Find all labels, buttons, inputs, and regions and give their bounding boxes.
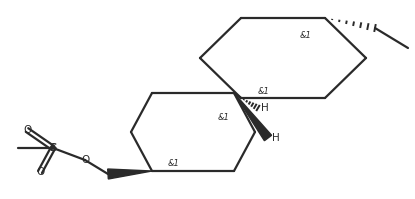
Text: O: O [81,155,89,165]
Text: S: S [49,143,57,153]
Text: H: H [261,103,269,113]
Polygon shape [234,93,271,141]
Text: &1: &1 [258,88,270,97]
Text: &1: &1 [168,158,180,168]
Text: &1: &1 [218,113,230,123]
Text: O: O [23,125,31,135]
Text: O: O [36,167,44,177]
Text: H: H [272,133,280,143]
Polygon shape [107,169,152,179]
Text: &1: &1 [300,30,312,39]
